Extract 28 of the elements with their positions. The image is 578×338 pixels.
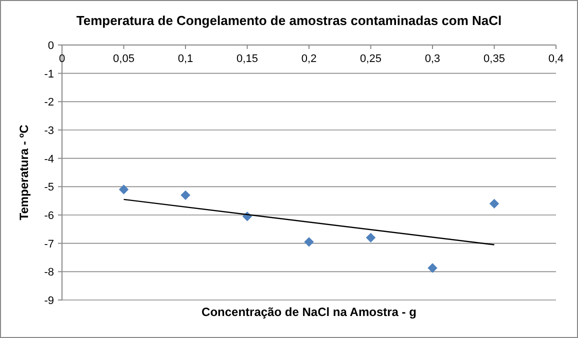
x-tick-label: 0,25	[360, 53, 382, 65]
point	[366, 232, 376, 243]
y-tick-label: -2	[44, 96, 54, 109]
point	[489, 198, 500, 209]
point	[180, 190, 190, 200]
y-tick-label: -8	[44, 266, 54, 279]
x-tick-label: 0,15	[236, 53, 258, 65]
y-tick-label: -4	[44, 153, 54, 166]
x-tick-label: 0,35	[484, 53, 505, 65]
x-tick-label: 0,2	[301, 53, 317, 65]
point	[118, 184, 129, 194]
x-axis-title: Concentração de NaCl na Amostra - g	[202, 305, 416, 319]
chart-title: Temperatura de Congelamento de amostras contaminadas com NaCl	[76, 13, 502, 28]
x-tick-label: 0,3	[424, 53, 440, 65]
point	[428, 263, 438, 273]
y-tick-label: -5	[44, 182, 54, 194]
y-tick-label: -9	[44, 295, 54, 307]
y-axis-title: Temperatura - ºC	[17, 124, 31, 220]
y-tick-label: -7	[44, 238, 54, 250]
y-tick-label: -3	[44, 125, 54, 137]
x-tick-label: 0,1	[178, 53, 194, 65]
y-tick-label: -1	[44, 68, 54, 80]
x-tick-label: 0,4	[548, 53, 564, 65]
y-tick-label: -6	[44, 210, 54, 222]
x-tick-label: 0,05	[113, 53, 134, 65]
y-tick-label: 0	[48, 40, 54, 52]
x-tick-label: 0	[58, 53, 66, 65]
point	[304, 237, 314, 247]
